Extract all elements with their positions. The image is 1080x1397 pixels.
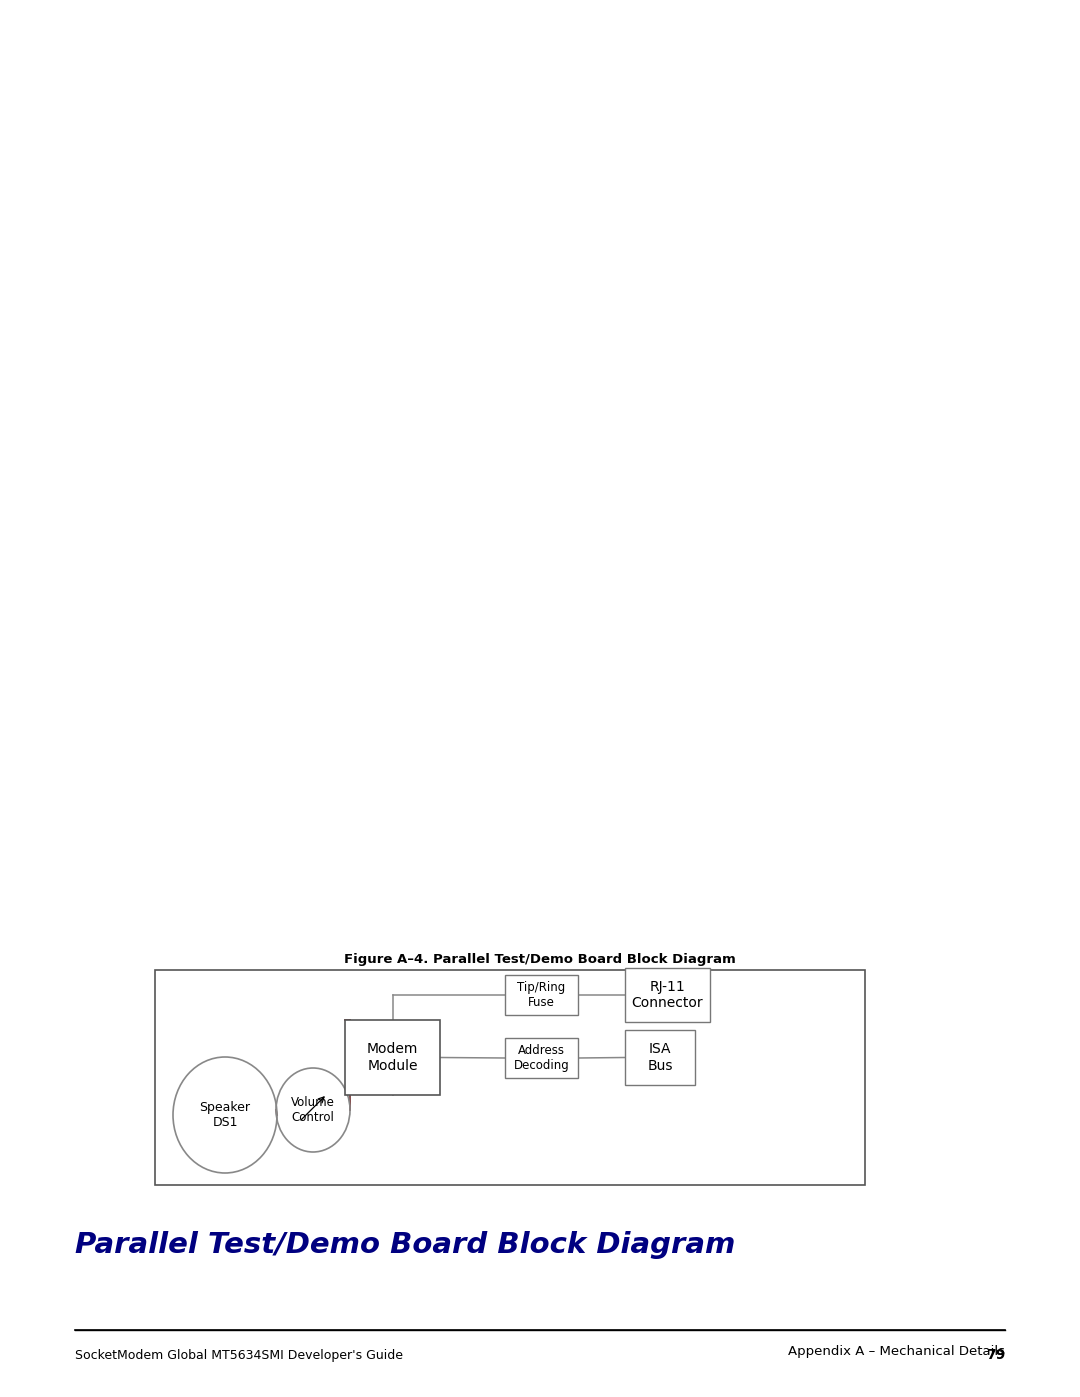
Text: Volume
Control: Volume Control — [292, 1097, 335, 1125]
Text: Address
Decoding: Address Decoding — [514, 1044, 569, 1071]
Text: Appendix A – Mechanical Details: Appendix A – Mechanical Details — [788, 1345, 1005, 1358]
Text: 79: 79 — [986, 1348, 1005, 1362]
Bar — [625, 1030, 696, 1085]
Text: Speaker
DS1: Speaker DS1 — [200, 1101, 251, 1129]
Bar — [505, 1038, 578, 1078]
Text: Figure A–4. Parallel Test/Demo Board Block Diagram: Figure A–4. Parallel Test/Demo Board Blo… — [345, 954, 735, 967]
Bar — [345, 1020, 440, 1095]
Text: Tip/Ring
Fuse: Tip/Ring Fuse — [517, 981, 566, 1009]
Bar — [625, 968, 710, 1023]
Bar — [505, 975, 578, 1016]
Text: Parallel Test/Demo Board Block Diagram: Parallel Test/Demo Board Block Diagram — [75, 1231, 735, 1259]
Text: RJ-11
Connector: RJ-11 Connector — [632, 979, 703, 1010]
Text: ISA
Bus: ISA Bus — [647, 1042, 673, 1073]
Bar — [156, 970, 865, 1185]
Text: Modem
Module: Modem Module — [367, 1042, 418, 1073]
Text: SocketModem Global MT5634SMI Developer's Guide: SocketModem Global MT5634SMI Developer's… — [75, 1348, 403, 1362]
